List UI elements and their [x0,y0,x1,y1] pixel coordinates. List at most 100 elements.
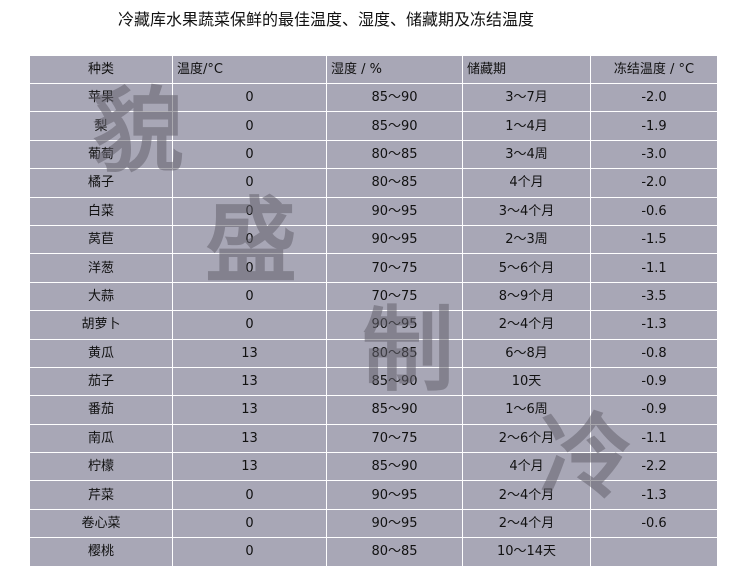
table-cell: 13 [172,423,327,454]
table-cell: 2～6个月 [462,423,591,454]
table-cell: 0 [172,253,327,283]
table-header: 种类 温度/°C 湿度 / % 储藏期 冻结温度 / °C [29,55,718,84]
table-cell: 90～95 [326,480,463,510]
table-cell: 4个月 [462,452,591,482]
table-cell: 柠檬 [29,452,173,482]
table-cell: 90～95 [326,508,463,539]
table-cell: 70～75 [326,281,463,312]
table-row: 白菜 0 90～95 3～4个月 -0.6 [29,196,718,226]
column-header: 储藏期 [462,55,591,84]
table-cell: 13 [172,395,327,425]
table-row: 梨 0 85～90 1～4月 -1.9 [29,111,718,141]
table-row: 茄子 13 85～90 10天 -0.9 [29,366,718,397]
table-cell: 洋葱 [29,253,173,283]
table-cell: -0.9 [590,366,718,397]
table-cell: 90～95 [326,224,463,255]
table-row: 葡萄 0 80～85 3～4周 -3.0 [29,139,718,170]
table-cell: 0 [172,168,327,198]
table-cell: 80～85 [326,168,463,198]
table-cell: 80～85 [326,537,463,567]
table-cell: -1.1 [590,253,718,283]
table-row: 大蒜 0 70～75 8～9个月 -3.5 [29,281,718,312]
table-cell: 南瓜 [29,423,173,454]
table-cell: 苹果 [29,82,173,113]
column-header: 冻结温度 / °C [590,55,718,84]
table-cell: -1.1 [590,423,718,454]
table-cell: 80～85 [326,338,463,368]
table-cell: 0 [172,537,327,567]
table-cell: 2～4个月 [462,310,591,340]
table-cell: 13 [172,452,327,482]
table-cell: 4个月 [462,168,591,198]
table-cell: 10～14天 [462,537,591,567]
table-cell: 0 [172,82,327,113]
table-cell: 70～75 [326,423,463,454]
table-cell: 0 [172,310,327,340]
table-cell: 2～3周 [462,224,591,255]
table-cell: 葡萄 [29,139,173,170]
table-row: 柠檬 13 85～90 4个月 -2.2 [29,452,718,482]
table-cell: -0.9 [590,395,718,425]
table-cell: -1.3 [590,480,718,510]
table-cell: 梨 [29,111,173,141]
table-cell: 85～90 [326,366,463,397]
page-title: 冷藏库水果蔬菜保鲜的最佳温度、湿度、储藏期及冻结温度 [118,10,535,29]
table-row: 樱桃 0 80～85 10～14天 [29,537,718,567]
table-cell: 卷心菜 [29,508,173,539]
table-cell: 2～4个月 [462,508,591,539]
table-cell: -3.5 [590,281,718,312]
table-row: 卷心菜 0 90～95 2～4个月 -0.6 [29,508,718,539]
table-cell: 0 [172,139,327,170]
table-row: 胡萝卜 0 90～95 2～4个月 -1.3 [29,310,718,340]
table-cell: 90～95 [326,310,463,340]
table-cell: 13 [172,366,327,397]
table-cell: 3～4个月 [462,196,591,226]
table-row: 苹果 0 85～90 3～7月 -2.0 [29,82,718,113]
table-cell: 70～75 [326,253,463,283]
table-cell: 大蒜 [29,281,173,312]
table-cell: -1.3 [590,310,718,340]
column-header: 温度/°C [172,55,327,84]
table-cell: 6～8月 [462,338,591,368]
table-cell: -1.5 [590,224,718,255]
table-cell: 2～4个月 [462,480,591,510]
table-cell: -0.6 [590,196,718,226]
table-cell: 85～90 [326,82,463,113]
table-row: 芹菜 0 90～95 2～4个月 -1.3 [29,480,718,510]
table-cell: 0 [172,281,327,312]
table-cell: 橘子 [29,168,173,198]
table-row: 洋葱 0 70～75 5～6个月 -1.1 [29,253,718,283]
table-cell: 85～90 [326,111,463,141]
table-cell: 胡萝卜 [29,310,173,340]
table-cell: 黄瓜 [29,338,173,368]
table-cell: 0 [172,196,327,226]
table-cell: 1～6周 [462,395,591,425]
table-cell: 3～7月 [462,82,591,113]
table-cell: 0 [172,224,327,255]
table-cell: 3～4周 [462,139,591,170]
table-cell: 茄子 [29,366,173,397]
column-header: 种类 [29,55,173,84]
table-cell: 莴苣 [29,224,173,255]
table-cell: -1.9 [590,111,718,141]
table-cell: 5～6个月 [462,253,591,283]
table-cell: 0 [172,508,327,539]
table-cell [590,537,718,567]
table-row: 莴苣 0 90～95 2～3周 -1.5 [29,224,718,255]
table-cell: 樱桃 [29,537,173,567]
table-cell: 13 [172,338,327,368]
table-row: 橘子 0 80～85 4个月 -2.0 [29,168,718,198]
table-cell: 白菜 [29,196,173,226]
table-cell: -2.0 [590,82,718,113]
table-cell: 80～85 [326,139,463,170]
table-cell: -0.6 [590,508,718,539]
table-cell: 番茄 [29,395,173,425]
table-cell: -2.2 [590,452,718,482]
table-cell: -0.8 [590,338,718,368]
table-row: 黄瓜 13 80～85 6～8月 -0.8 [29,338,718,368]
table-cell: -2.0 [590,168,718,198]
column-header: 湿度 / % [326,55,463,84]
table-cell: 8～9个月 [462,281,591,312]
storage-table: 种类 温度/°C 湿度 / % 储藏期 冻结温度 / °C 苹果 0 85～90 3～7月 -2… [29,55,718,567]
table-cell: -3.0 [590,139,718,170]
